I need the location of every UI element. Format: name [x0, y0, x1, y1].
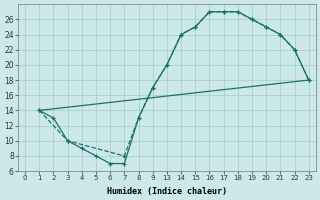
X-axis label: Humidex (Indice chaleur): Humidex (Indice chaleur)	[107, 187, 227, 196]
